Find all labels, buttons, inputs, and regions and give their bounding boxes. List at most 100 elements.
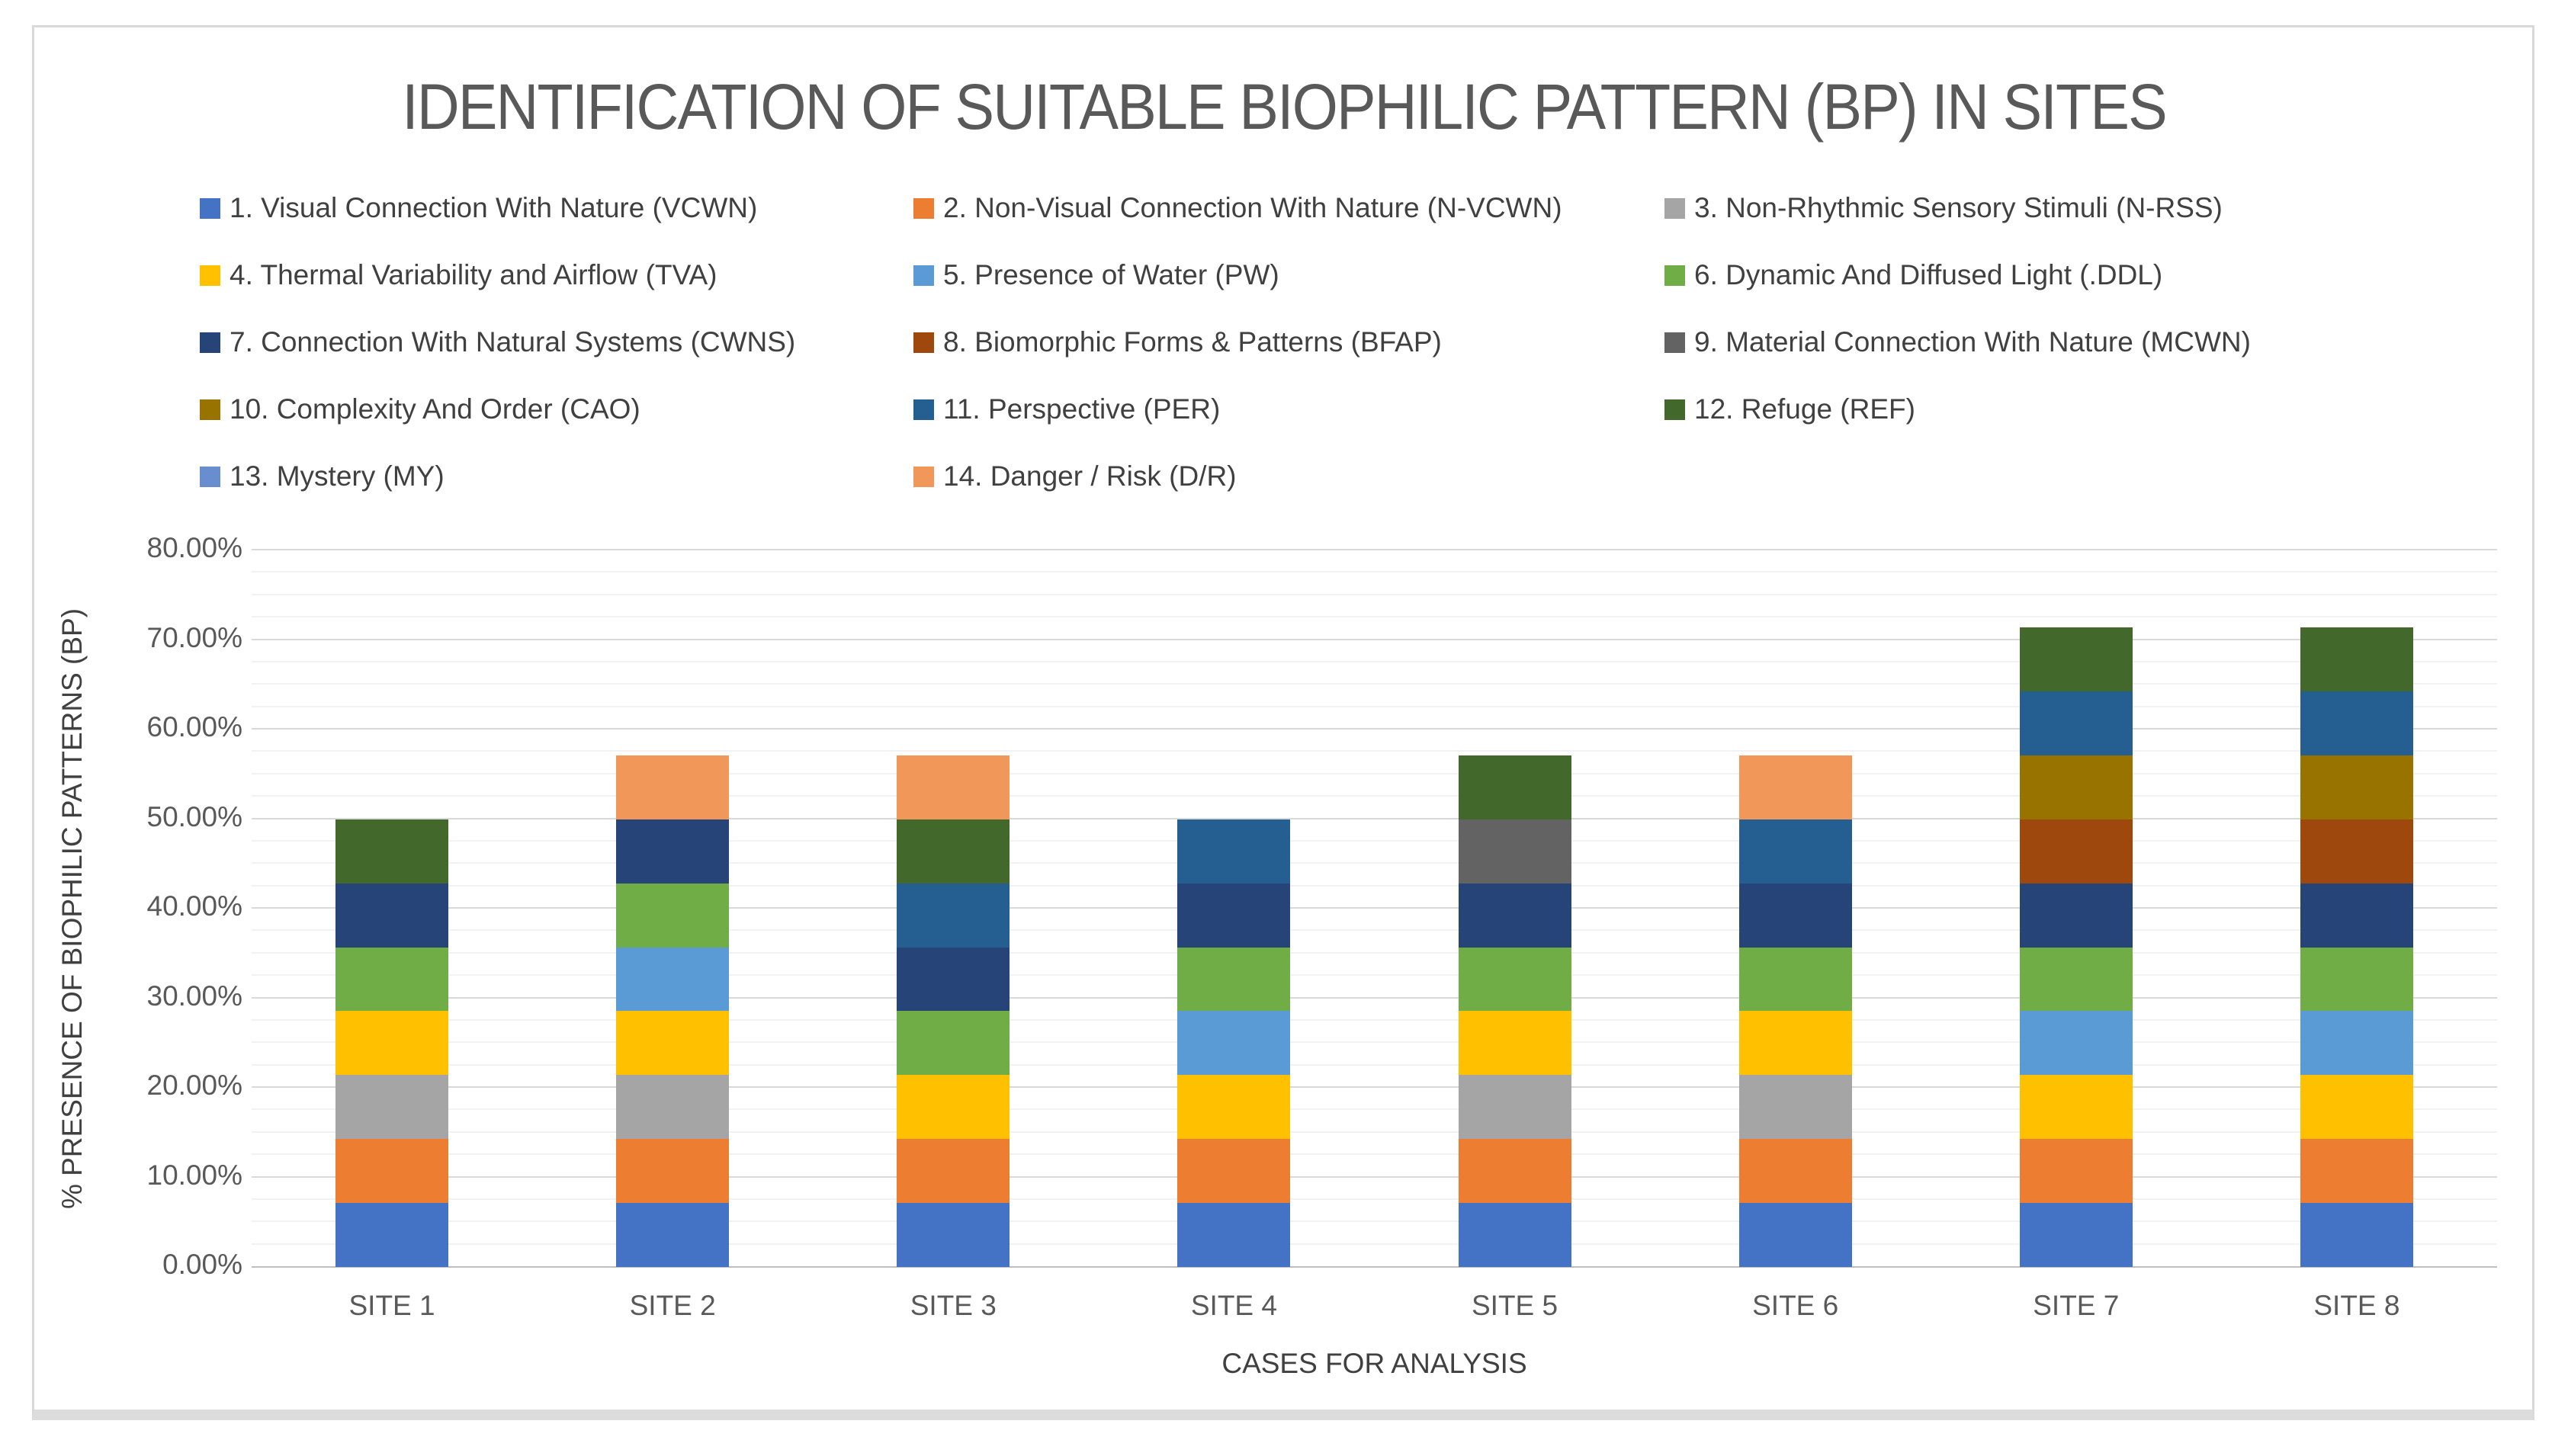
bar-segment bbox=[897, 883, 1010, 948]
bar-segment bbox=[2300, 883, 2413, 948]
legend-swatch bbox=[200, 197, 220, 219]
bar-segment bbox=[1738, 755, 1852, 819]
x-axis-title: CASES FOR ANALYSIS bbox=[1221, 1348, 1527, 1379]
bar-segment bbox=[2300, 1075, 2413, 1140]
legend-swatch bbox=[1664, 265, 1685, 286]
bar-segment bbox=[897, 1075, 1010, 1140]
gridline-major bbox=[252, 996, 2497, 999]
gridline-minor bbox=[252, 839, 2497, 842]
gridline-minor bbox=[252, 1243, 2497, 1245]
legend-item: 4. Thermal Variability and Airflow (TVA) bbox=[200, 259, 717, 291]
bar-segment bbox=[2300, 627, 2413, 691]
bar-segment bbox=[2019, 755, 2133, 819]
bar-segment bbox=[897, 1203, 1010, 1267]
y-tick-label: 30.00% bbox=[146, 980, 243, 1012]
gridline-major bbox=[252, 907, 2497, 909]
bar-segment bbox=[1177, 1139, 1291, 1204]
bar-segment bbox=[2019, 691, 2133, 755]
stacked-bar bbox=[1177, 819, 1291, 1267]
legend-item: 11. Perspective (PER) bbox=[913, 393, 1220, 425]
gridline-minor bbox=[252, 929, 2497, 932]
gridline-major bbox=[252, 549, 2497, 550]
gridline-minor bbox=[252, 660, 2497, 662]
bar-segment bbox=[2019, 1011, 2133, 1076]
bar-segment bbox=[1738, 1139, 1852, 1204]
y-tick-label: 40.00% bbox=[146, 890, 243, 922]
bar-segment bbox=[1177, 1075, 1291, 1140]
bar-segment bbox=[1458, 819, 1571, 884]
legend-item: 13. Mystery (MY) bbox=[200, 460, 445, 492]
gridline-minor bbox=[252, 884, 2497, 887]
legend-item: 8. Biomorphic Forms & Patterns (BFAP) bbox=[913, 326, 1442, 358]
bar-segment bbox=[897, 1011, 1010, 1076]
x-category-label: SITE 1 bbox=[348, 1290, 435, 1321]
gridline-major bbox=[252, 638, 2497, 640]
bar-segment bbox=[1738, 1011, 1852, 1076]
gridline-minor bbox=[252, 750, 2497, 752]
legend-swatch bbox=[913, 399, 934, 420]
legend-label: 10. Complexity And Order (CAO) bbox=[230, 393, 640, 425]
legend-swatch bbox=[200, 265, 220, 286]
bar-segment bbox=[1177, 947, 1291, 1012]
gridline-major bbox=[252, 728, 2497, 730]
stacked-bar bbox=[1458, 755, 1571, 1267]
gridline-minor bbox=[252, 616, 2497, 618]
legend-item: 6. Dynamic And Diffused Light (.DDL) bbox=[1664, 259, 2162, 291]
bar-segment bbox=[1738, 1075, 1852, 1140]
gridline-minor bbox=[252, 593, 2497, 595]
bar-segment bbox=[1738, 947, 1852, 1012]
x-category-label: SITE 5 bbox=[1472, 1290, 1558, 1321]
legend-label: 5. Presence of Water (PW) bbox=[943, 259, 1279, 290]
bar-segment bbox=[897, 819, 1010, 884]
legend-label: 11. Perspective (PER) bbox=[943, 393, 1221, 425]
legend-item: 3. Non-Rhythmic Sensory Stimuli (N-RSS) bbox=[1664, 192, 2223, 224]
legend-item: 10. Complexity And Order (CAO) bbox=[200, 393, 640, 425]
legend-swatch bbox=[200, 332, 220, 353]
bar-segment bbox=[2019, 1075, 2133, 1140]
bar-segment bbox=[897, 947, 1010, 1012]
x-category-label: SITE 4 bbox=[1190, 1290, 1277, 1321]
bar-segment bbox=[897, 1139, 1010, 1204]
x-category-label: SITE 6 bbox=[1752, 1290, 1839, 1321]
bar-segment bbox=[616, 1075, 730, 1140]
legend-item: 7. Connection With Natural Systems (CWNS… bbox=[200, 326, 795, 358]
bar-segment bbox=[616, 755, 730, 819]
bar-segment bbox=[897, 755, 1010, 819]
bar-segment bbox=[2019, 1203, 2133, 1267]
legend-label: 14. Danger / Risk (D/R) bbox=[943, 460, 1237, 492]
chart-title: IDENTIFICATION OF SUITABLE BIOPHILIC PAT… bbox=[402, 71, 2167, 143]
gridline-minor bbox=[252, 1130, 2497, 1133]
bar-segment bbox=[1458, 1203, 1571, 1267]
bar-segment bbox=[1177, 883, 1291, 948]
bar-segment bbox=[1177, 1011, 1291, 1076]
x-axis-line bbox=[252, 1266, 2497, 1268]
y-tick-label: 80.00% bbox=[146, 532, 243, 563]
legend-item: 9. Material Connection With Nature (MCWN… bbox=[1664, 326, 2251, 358]
bar-segment bbox=[616, 947, 730, 1012]
stacked-bar bbox=[616, 755, 730, 1267]
bar-segment bbox=[335, 947, 449, 1012]
bar-segment bbox=[1458, 1075, 1571, 1140]
legend-item: 12. Refuge (REF) bbox=[1664, 393, 1915, 425]
bar-segment bbox=[2019, 947, 2133, 1012]
gridline-major bbox=[252, 817, 2497, 819]
gridline-minor bbox=[252, 974, 2497, 977]
bar-segment bbox=[335, 1203, 449, 1267]
gridline-minor bbox=[252, 1108, 2497, 1111]
legend-item: 2. Non-Visual Connection With Nature (N-… bbox=[913, 192, 1562, 224]
legend-swatch bbox=[200, 466, 220, 487]
bar-segment bbox=[2300, 1139, 2413, 1204]
legend-label: 13. Mystery (MY) bbox=[230, 460, 445, 492]
gridline-minor bbox=[252, 951, 2497, 954]
bar-segment bbox=[335, 819, 449, 884]
bar-segment bbox=[335, 883, 449, 948]
legend-swatch bbox=[913, 466, 934, 487]
gridline-minor bbox=[252, 683, 2497, 685]
bar-segment bbox=[616, 1011, 730, 1076]
bar-segment bbox=[2300, 947, 2413, 1012]
bar-segment bbox=[2019, 819, 2133, 884]
gridline-minor bbox=[252, 1018, 2497, 1021]
legend-item: 14. Danger / Risk (D/R) bbox=[913, 460, 1237, 492]
legend-swatch bbox=[913, 197, 934, 219]
